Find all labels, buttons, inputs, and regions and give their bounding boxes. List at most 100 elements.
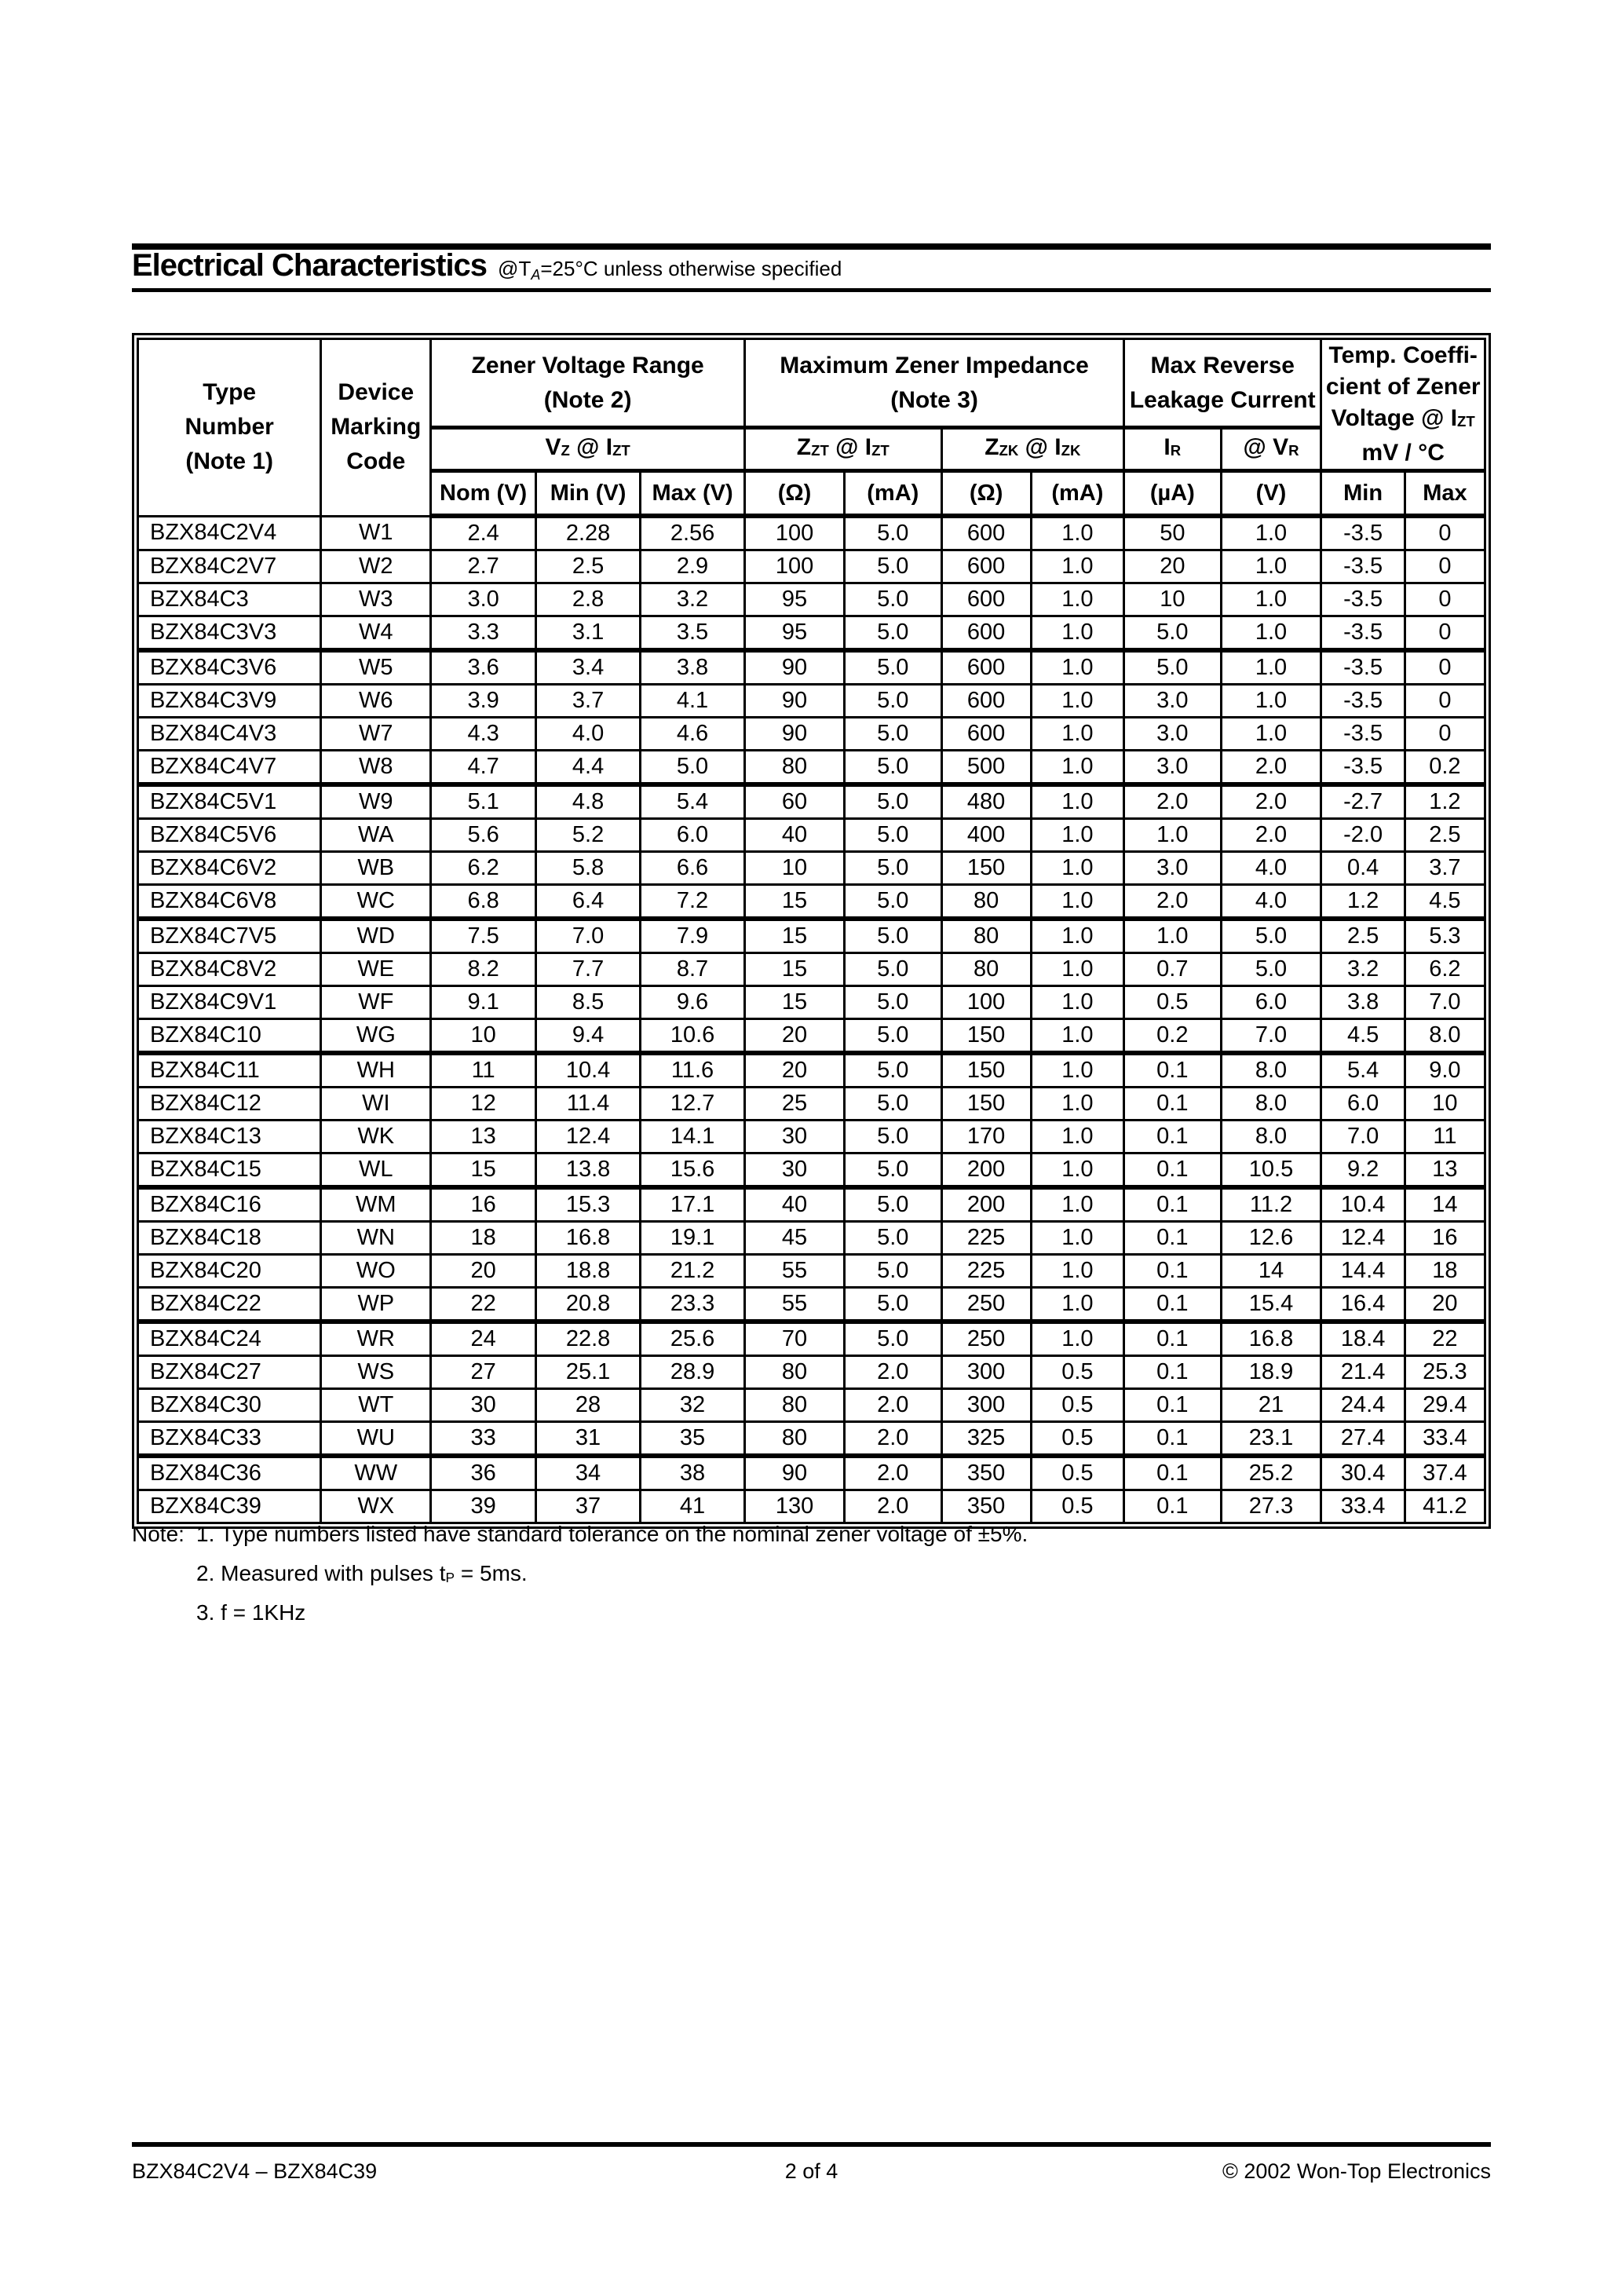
table-cell: 20 xyxy=(743,1018,846,1055)
table-cell: 0.5 xyxy=(1029,1355,1126,1390)
table-cell: -3.5 xyxy=(1320,648,1406,686)
col-subheader-vz-at-izt: VZ @ IZT xyxy=(429,426,747,473)
table-cell: 4.0 xyxy=(1219,883,1323,920)
section-title: Electrical Characteristics xyxy=(132,248,488,283)
table-cell: 5.0 xyxy=(843,817,943,853)
title-rule-top xyxy=(132,243,1491,250)
table-cell: WT xyxy=(320,1387,433,1423)
type-number-cell: BZX84C16 xyxy=(136,1185,323,1223)
table-row: BZX84C6V8 WC 6.8 6.4 7.2 15 5.0 80 1.0 2.0 4.0 1.2 4… xyxy=(136,883,1487,920)
table-cell: WE xyxy=(320,952,433,987)
table-cell: 5.0 xyxy=(1219,916,1323,954)
header-line: (Note 3) xyxy=(890,386,978,413)
table-cell: 9.6 xyxy=(639,985,747,1020)
table-cell: 8.2 xyxy=(429,952,538,987)
table-cell: 3.0 xyxy=(429,582,538,617)
footer-part-range: BZX84C2V4 – BZX84C39 xyxy=(132,2159,378,2183)
table-cell: 6.0 xyxy=(1320,1086,1406,1121)
table-cell: 60 xyxy=(743,782,846,820)
table-row: BZX84C3V3 W4 3.3 3.1 3.5 95 5.0 600 1.0 5.0 1.0 -3.… xyxy=(136,615,1487,652)
type-number-cell: BZX84C15 xyxy=(136,1152,323,1189)
table-cell: 20.8 xyxy=(535,1286,642,1323)
header-line: Device xyxy=(338,379,415,406)
table-cell: 10.5 xyxy=(1219,1152,1323,1189)
electrical-characteristics-table: Type Number (Note 1) Device Marking Code… xyxy=(136,337,1487,1524)
header-text: @ I xyxy=(1018,434,1061,461)
table-cell: 7.0 xyxy=(1219,1018,1323,1055)
header-text: Voltage @ I xyxy=(1331,405,1458,431)
table-cell: 2.0 xyxy=(843,1387,943,1423)
table-cell: 6.2 xyxy=(429,850,538,886)
table-cell: 2.0 xyxy=(843,1453,943,1491)
table-cell: 21 xyxy=(1219,1387,1323,1423)
table-row: BZX84C11 WH 11 10.4 11.6 20 5.0 150 1.0 0.1 8.0 5.4… xyxy=(136,1051,1487,1088)
table-cell: 30 xyxy=(743,1152,846,1189)
type-number-cell: BZX84C30 xyxy=(136,1387,323,1423)
table-cell: 150 xyxy=(940,1018,1032,1055)
table-cell: 150 xyxy=(940,1051,1032,1088)
table-cell: 5.0 xyxy=(843,514,943,551)
table-cell: 8.0 xyxy=(1403,1018,1487,1055)
table-cell: 21.4 xyxy=(1320,1355,1406,1390)
table-cell: 4.4 xyxy=(535,749,642,786)
table-cell: 5.0 xyxy=(843,916,943,954)
table-cell: 70 xyxy=(743,1319,846,1357)
table-cell: 4.0 xyxy=(535,716,642,751)
table-cell: 2.0 xyxy=(843,1420,943,1457)
header-subscript: ZT xyxy=(612,442,630,459)
table-cell: 7.9 xyxy=(639,916,747,954)
header-text: @ I xyxy=(828,434,872,461)
table-cell: 4.1 xyxy=(639,683,747,718)
table-cell: 0.5 xyxy=(1123,985,1222,1020)
table-cell: 3.5 xyxy=(639,615,747,652)
table-cell: 5.0 xyxy=(843,582,943,617)
table-cell: 130 xyxy=(743,1489,846,1524)
header-line: (Note 2) xyxy=(543,386,632,413)
footer-page-number: 2 of 4 xyxy=(784,2159,838,2183)
table-cell: 14 xyxy=(1219,1253,1323,1289)
table-cell: 4.0 xyxy=(1219,850,1323,886)
table-cell: 5.0 xyxy=(843,1319,943,1357)
table-cell: 1.0 xyxy=(1029,514,1126,551)
table-cell: 1.0 xyxy=(1029,1319,1126,1357)
table-cell: 600 xyxy=(940,582,1032,617)
table-cell: W5 xyxy=(320,648,433,686)
table-cell: 0 xyxy=(1403,683,1487,718)
table-cell: 150 xyxy=(940,850,1032,886)
header-line: cient of Zener xyxy=(1325,374,1481,400)
type-number-cell: BZX84C2V4 xyxy=(136,514,323,551)
table-row: BZX84C16 WM 16 15.3 17.1 40 5.0 200 1.0 0.1 11.2 10… xyxy=(136,1185,1487,1223)
table-cell: 80 xyxy=(743,1420,846,1457)
table-cell: 15 xyxy=(743,916,846,954)
table-cell: 22.8 xyxy=(535,1319,642,1357)
table-cell: 20 xyxy=(429,1253,538,1289)
footer-copyright: © 2002 Won-Top Electronics xyxy=(1222,2159,1491,2183)
table-cell: 7.5 xyxy=(429,916,538,954)
table-cell: WL xyxy=(320,1152,433,1189)
table-cell: 1.0 xyxy=(1029,1253,1126,1289)
table-cell: 5.0 xyxy=(1123,615,1222,652)
type-number-cell: BZX84C8V2 xyxy=(136,952,323,987)
table-cell: 80 xyxy=(940,916,1032,954)
table-row: BZX84C18 WN 18 16.8 19.1 45 5.0 225 1.0 0.1 12.6 12… xyxy=(136,1220,1487,1256)
table-cell: 3.0 xyxy=(1123,683,1222,718)
table-cell: 0.1 xyxy=(1123,1152,1222,1189)
table-cell: 0 xyxy=(1403,615,1487,652)
note-text: 3. f = 1KHz xyxy=(196,1600,306,1625)
table-cell: 80 xyxy=(940,952,1032,987)
table-cell: 55 xyxy=(743,1286,846,1323)
type-number-cell: BZX84C20 xyxy=(136,1253,323,1289)
header-text: V xyxy=(545,434,561,461)
table-cell: 22 xyxy=(429,1286,538,1323)
table-cell: 1.0 xyxy=(1219,549,1323,584)
table-cell: -3.5 xyxy=(1320,514,1406,551)
table-cell: 28.9 xyxy=(639,1355,747,1390)
table-cell: 5.0 xyxy=(1219,952,1323,987)
table-cell: WI xyxy=(320,1086,433,1121)
table-cell: 5.0 xyxy=(843,952,943,987)
type-number-cell: BZX84C3 xyxy=(136,582,323,617)
table-cell: 1.0 xyxy=(1123,916,1222,954)
note-label: Note: xyxy=(132,1522,184,1546)
table-cell: 12.4 xyxy=(535,1119,642,1154)
table-cell: 39 xyxy=(429,1489,538,1524)
